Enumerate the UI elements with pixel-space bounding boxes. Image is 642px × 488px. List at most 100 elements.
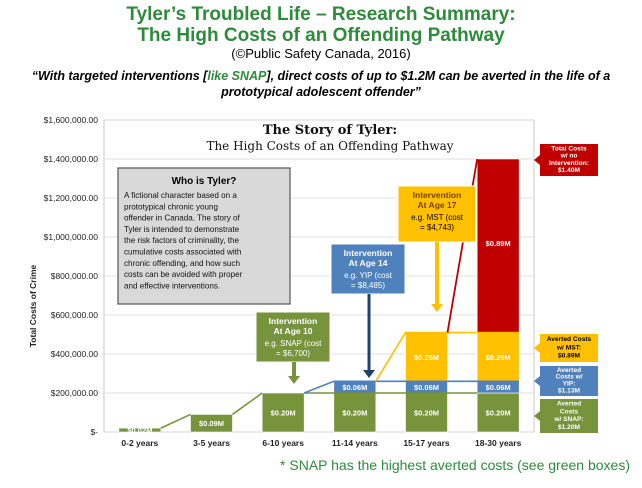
- intervention-heading: Intervention: [344, 248, 393, 258]
- callout-text: Averted: [557, 401, 581, 408]
- bar-data-label: $0.20M: [414, 409, 439, 418]
- quote: “With targeted interventions [like SNAP]…: [10, 68, 632, 100]
- intervention-box: [397, 185, 477, 243]
- quote-post: ], direct costs of up to $1.2M can be av…: [221, 69, 611, 99]
- bar-data-label: $0.20M: [486, 409, 511, 418]
- bar-mst: [405, 332, 448, 382]
- bar-data-label: $0.06M: [342, 383, 367, 392]
- bar-data-label: $0.25M: [414, 353, 439, 362]
- callout-text: Averted: [557, 367, 581, 374]
- who-is-tyler-line: the risk factors of criminality, the: [124, 236, 239, 245]
- intervention-heading: At Age 14: [349, 258, 388, 268]
- callout-text: $1.20M: [558, 424, 581, 431]
- intervention-heading: At Age 10: [274, 326, 313, 336]
- intervention-box: [330, 243, 406, 295]
- chart-title: The Story of Tyler:: [263, 123, 397, 138]
- y-tick-label: $1,000,000.00: [44, 232, 99, 242]
- y-tick-label: $600,000.00: [51, 310, 99, 320]
- intervention-detail: = $6,700): [276, 349, 310, 358]
- intervention-arrow-head: [431, 304, 443, 312]
- bar-snap: [118, 427, 162, 433]
- x-tick-label: 11-14 years: [332, 438, 378, 448]
- citation: (©Public Safety Canada, 2016): [231, 46, 411, 61]
- who-is-tyler-title: Who is Tyler?: [172, 176, 237, 187]
- intervention-detail: e.g. SNAP (cost: [265, 339, 323, 348]
- y-tick-label: $200,000.00: [51, 388, 99, 398]
- quote-pre: “With targeted interventions [: [31, 69, 208, 83]
- callout-text: $1.13M: [558, 387, 581, 394]
- callout-text: YIP:: [563, 380, 576, 387]
- callout-text: Intervention:: [549, 160, 589, 167]
- bar-snap: [190, 414, 233, 433]
- callout-box: [540, 144, 598, 176]
- bar-data-label: $0.09M: [199, 419, 224, 428]
- who-is-tyler-line: costs can be avoided with proper: [124, 270, 243, 279]
- intervention-box: [255, 311, 331, 363]
- y-tick-label: $400,000.00: [51, 349, 99, 359]
- footnote: * SNAP has the highest averted costs (se…: [280, 457, 630, 473]
- callout-text: Total Costs: [551, 145, 587, 152]
- callout-pointer: [534, 343, 540, 353]
- chart-subtitle: The High Costs of an Offending Pathway: [206, 139, 453, 153]
- y-axis-label: Total Costs of Crime: [28, 264, 38, 347]
- who-is-tyler-line: prototypical chronic young: [124, 202, 218, 211]
- callout-box: [540, 399, 598, 433]
- x-tick-label: 6-10 years: [262, 438, 304, 448]
- who-is-tyler-line: and effective interventions.: [124, 281, 220, 290]
- bar-no-intervention: [476, 158, 520, 333]
- callout-text: $1.40M: [558, 167, 581, 174]
- intervention-arrow-head: [288, 376, 300, 384]
- intervention-detail: = $8,485): [351, 281, 385, 290]
- callout-text: w/ no: [560, 153, 578, 160]
- callout-text: w/ SNAP:: [553, 416, 583, 423]
- page-title-line2: The High Costs of an Offending Pathway: [137, 25, 505, 46]
- intervention-detail: e.g. YIP (cost: [344, 271, 393, 280]
- bar-snap: [261, 392, 305, 433]
- who-is-tyler-line: chronic offending, and how such: [124, 259, 240, 268]
- y-tick-label: $1,400,000.00: [44, 154, 99, 164]
- bar-data-label: $0.06M: [486, 383, 511, 392]
- x-tick-label: 15-17 years: [403, 438, 450, 448]
- mst-line: [375, 331, 520, 382]
- callout-text: Costs w/: [555, 374, 582, 381]
- x-tick-label: 0-2 years: [121, 438, 158, 448]
- callout-box: [540, 334, 598, 362]
- intervention-detail: = $4,743): [420, 223, 454, 232]
- callout-text: Averted Costs: [547, 336, 592, 343]
- bar-data-label: $0.20M: [342, 409, 367, 418]
- page-title-line1: Tyler’s Troubled Life – Research Summary…: [126, 4, 516, 25]
- quote-highlight: like SNAP: [207, 69, 267, 83]
- bar-data-label: $0.20M: [271, 409, 296, 418]
- y-tick-label: $-: [90, 427, 98, 437]
- y-tick-label: $1,600,000.00: [44, 115, 99, 125]
- bar-snap: [476, 392, 520, 433]
- bar-data-label: $0.02M: [127, 426, 152, 435]
- y-tick-label: $1,200,000.00: [44, 193, 99, 203]
- who-is-tyler-line: offender in Canada. The story of: [124, 214, 241, 223]
- bar-data-label: $0.25M: [486, 353, 511, 362]
- callout-pointer: [534, 411, 540, 421]
- callout-text: w/ MST:: [556, 344, 581, 351]
- callout-text: $0.89M: [558, 353, 581, 360]
- who-is-tyler-line: Tyler is intended to demonstrate: [124, 225, 240, 234]
- intervention-heading: Intervention: [413, 190, 462, 200]
- intervention-detail: e.g. MST (cost: [411, 213, 464, 222]
- yip-line: [303, 380, 520, 394]
- callout-box: [540, 366, 598, 396]
- callout-text: Costs: [560, 408, 579, 415]
- intervention-heading: Intervention: [269, 316, 318, 326]
- y-tick-label: $800,000.00: [51, 271, 99, 281]
- bar-snap: [405, 392, 448, 433]
- x-tick-label: 3-5 years: [193, 438, 230, 448]
- snap-line: [160, 392, 263, 429]
- who-is-tyler-line: A fictional character based on a: [124, 191, 237, 200]
- x-tick-label: 18-30 years: [475, 438, 522, 448]
- bar-data-label: $0.89M: [486, 239, 511, 248]
- bar-data-label: $0.06M: [414, 383, 439, 392]
- intervention-heading: At Age 17: [418, 200, 457, 210]
- who-is-tyler-box: [117, 167, 291, 305]
- callout-pointer: [534, 155, 540, 165]
- who-is-tyler-line: cumulative costs associated with: [124, 248, 241, 257]
- callout-pointer: [534, 376, 540, 386]
